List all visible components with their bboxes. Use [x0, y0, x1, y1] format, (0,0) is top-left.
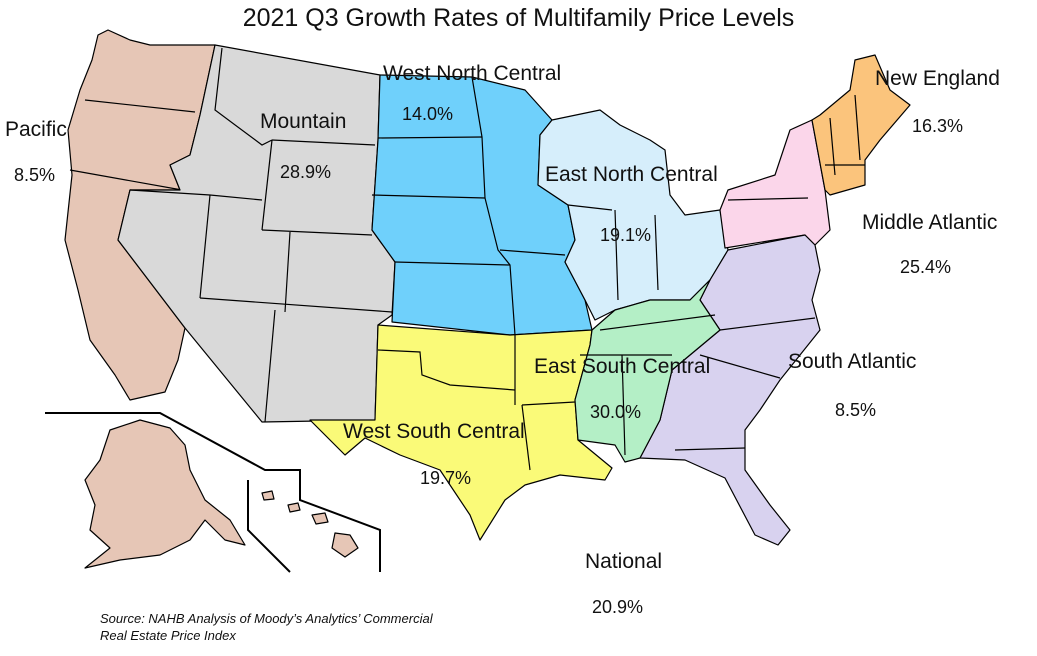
- east-south-central-label: East South Central: [534, 355, 711, 378]
- region-pacific[interactable]: [64, 29, 359, 569]
- montana-wyoming-line: [271, 139, 376, 146]
- source-line-1: Source: NAHB Analysis of Moody’s Analyti…: [100, 611, 433, 626]
- ne-ks-line: [394, 261, 511, 266]
- va-nc-line: [719, 317, 816, 331]
- hawaii-inset-frame: [247, 480, 291, 573]
- pacific-label: Pacific: [5, 118, 67, 141]
- alaska-inset-frame: [45, 412, 381, 572]
- east-south-central-value: 30.0%: [590, 402, 642, 422]
- oregon-california-line: [69, 169, 183, 191]
- hawaii-oahu: [287, 502, 301, 513]
- hawaii-maui: [311, 512, 329, 525]
- utah-colorado-line: [284, 231, 291, 313]
- nd-sd-line: [377, 136, 483, 139]
- mountain-value: 28.9%: [280, 162, 332, 182]
- south-atlantic-label: South Atlantic: [788, 350, 917, 373]
- source-note: Source: NAHB Analysis of Moody’s Analyti…: [100, 610, 433, 644]
- region-middle-atlantic[interactable]: [719, 119, 831, 249]
- national-value: 20.9%: [592, 597, 644, 617]
- source-line-2: Real Estate Price Index: [100, 628, 236, 643]
- in-oh-line: [654, 214, 659, 291]
- four-corners-line: [199, 297, 393, 313]
- south-atlantic-value: 8.5%: [835, 400, 877, 420]
- ny-pa-line: [727, 197, 809, 201]
- alaska: [84, 419, 246, 569]
- mountain-label: Mountain: [260, 110, 347, 133]
- region-new-england[interactable]: [811, 54, 911, 196]
- idaho-montana-line: [214, 47, 273, 146]
- ar-la-line: [521, 401, 576, 406]
- region-east-south-central[interactable]: [574, 279, 721, 463]
- idaho-nevada-line: [129, 189, 263, 201]
- pacific-value: 8.5%: [14, 165, 56, 185]
- ok-tx-line: [377, 349, 516, 391]
- sd-ne-line: [371, 194, 486, 199]
- washington-oregon-line: [84, 99, 196, 113]
- iowa-mo-line: [499, 249, 566, 256]
- nc-sc-line: [699, 354, 781, 379]
- pacific-mainland: [64, 29, 216, 401]
- west-south-central-value: 19.7%: [420, 468, 472, 488]
- wi-il-line: [567, 204, 613, 211]
- ga-fl-line: [674, 447, 746, 451]
- iowa-line: [484, 197, 516, 336]
- west-north-central-label: West North Central: [383, 62, 562, 85]
- map-title: 2021 Q3 Growth Rates of Multifamily Pric…: [242, 4, 795, 32]
- ms-al-line: [621, 354, 626, 456]
- middle-atlantic-label: Middle Atlantic: [862, 211, 998, 234]
- nh-me-line: [854, 94, 861, 161]
- new-england-label: New England: [875, 67, 1000, 90]
- new-england-value: 16.3%: [912, 116, 964, 136]
- new-england-region: [811, 54, 911, 196]
- middle-atlantic-region: [719, 119, 831, 249]
- middle-atlantic-value: 25.4%: [900, 257, 952, 277]
- ky-tn-line: [599, 314, 716, 331]
- hawaii-big-island: [331, 532, 359, 558]
- east-south-central-region: [574, 279, 721, 463]
- hawaii-kauai: [261, 490, 275, 501]
- arizona-nm-line: [264, 309, 276, 423]
- east-north-central-value: 19.1%: [600, 225, 652, 245]
- il-in-line: [614, 209, 619, 301]
- nevada-utah-line: [199, 194, 211, 299]
- national-label: National: [585, 550, 663, 573]
- west-north-central-value: 14.0%: [402, 104, 454, 124]
- minnesota-west-line: [471, 76, 486, 199]
- wyoming-south-line: [261, 229, 373, 236]
- wyoming-west-line: [261, 139, 273, 231]
- east-north-central-label: East North Central: [545, 163, 718, 186]
- tx-la-line: [521, 404, 531, 471]
- west-south-central-label: West South Central: [343, 420, 525, 443]
